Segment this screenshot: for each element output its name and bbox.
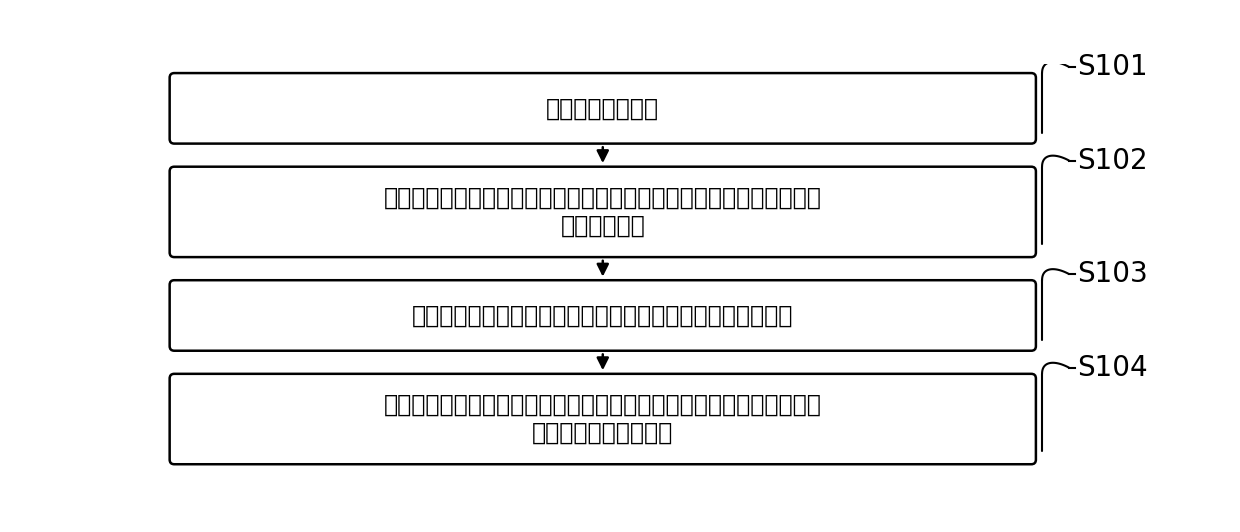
Text: S104: S104 <box>1078 354 1148 381</box>
Text: 拟合植物个体模型得到所述植物生长参数，所述生长参数包括节间长度
、生长速度和生长时间: 拟合植物个体模型得到所述植物生长参数，所述生长参数包括节间长度 、生长速度和生长… <box>384 393 822 445</box>
Text: S101: S101 <box>1078 53 1148 81</box>
Text: 采集植物点云数据: 采集植物点云数据 <box>547 96 660 120</box>
FancyBboxPatch shape <box>170 280 1035 351</box>
Text: S103: S103 <box>1078 260 1148 288</box>
Text: 根据所述植物形状特征提取植物基元并设计所述植物生长规则: 根据所述植物形状特征提取植物基元并设计所述植物生长规则 <box>412 303 794 328</box>
FancyBboxPatch shape <box>170 73 1035 144</box>
FancyBboxPatch shape <box>170 167 1035 257</box>
FancyBboxPatch shape <box>170 374 1035 464</box>
Text: 计算所述植物形状特征，所述形状特征包括几何结构特征、拓扑结构特
征、统计特征: 计算所述植物形状特征，所述形状特征包括几何结构特征、拓扑结构特 征、统计特征 <box>384 186 822 238</box>
Text: S102: S102 <box>1078 146 1148 174</box>
